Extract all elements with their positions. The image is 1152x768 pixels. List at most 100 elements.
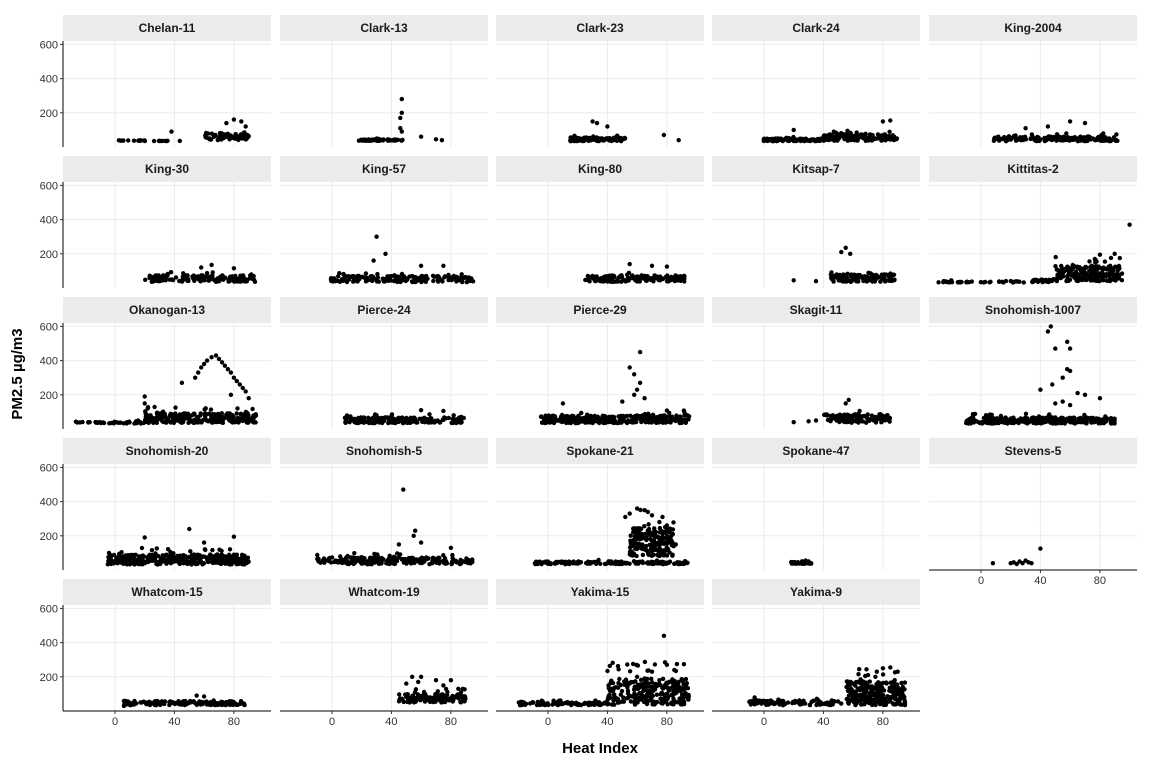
facet-strip-label: Kittitas-2 bbox=[1007, 162, 1059, 176]
scatter-point bbox=[448, 545, 454, 550]
scatter-point bbox=[675, 275, 680, 281]
scatter-point bbox=[869, 134, 874, 139]
scatter-point bbox=[235, 406, 240, 411]
scatter-point bbox=[603, 418, 608, 423]
scatter-point bbox=[202, 407, 207, 412]
scatter-point bbox=[991, 138, 997, 143]
scatter-point bbox=[828, 417, 834, 422]
scatter-point bbox=[144, 419, 149, 424]
scatter-point bbox=[418, 674, 424, 679]
scatter-point bbox=[1078, 134, 1083, 139]
scatter-point bbox=[956, 280, 962, 285]
scatter-point bbox=[945, 279, 951, 285]
scatter-point bbox=[1127, 222, 1132, 227]
scatter-point bbox=[657, 552, 663, 557]
scatter-point bbox=[842, 415, 847, 420]
scatter-point bbox=[591, 414, 596, 420]
facet-panel: Stevens-50 40 80 bbox=[929, 438, 1137, 587]
scatter-point bbox=[863, 274, 868, 280]
x-tick-label: 80 bbox=[445, 716, 457, 728]
scatter-point bbox=[606, 414, 612, 420]
scatter-point bbox=[667, 686, 672, 691]
facet-strip-label: Snohomish-20 bbox=[126, 444, 209, 458]
scatter-point bbox=[199, 265, 204, 270]
scatter-point bbox=[219, 561, 224, 567]
scatter-point bbox=[396, 555, 402, 560]
scatter-point bbox=[682, 279, 687, 284]
facet-strip bbox=[280, 15, 488, 41]
scatter-point bbox=[657, 678, 662, 683]
scatter-point bbox=[422, 699, 428, 704]
scatter-point bbox=[664, 279, 670, 284]
scatter-point bbox=[173, 411, 178, 416]
scatter-point bbox=[462, 687, 467, 692]
scatter-point bbox=[568, 138, 573, 143]
scatter-point bbox=[996, 279, 1002, 284]
scatter-point bbox=[368, 555, 373, 560]
scatter-point bbox=[548, 420, 553, 425]
scatter-point bbox=[348, 555, 353, 560]
scatter-point bbox=[1117, 255, 1123, 261]
scatter-point bbox=[1084, 265, 1089, 270]
scatter-point bbox=[404, 694, 409, 699]
scatter-point bbox=[619, 274, 625, 280]
scatter-point bbox=[432, 556, 437, 561]
scatter-point bbox=[212, 702, 217, 708]
scatter-point bbox=[101, 420, 107, 426]
scatter-point bbox=[391, 561, 397, 566]
scatter-point bbox=[646, 522, 651, 527]
scatter-point bbox=[1060, 399, 1065, 404]
scatter-point bbox=[637, 380, 643, 385]
scatter-point bbox=[839, 701, 844, 706]
scatter-point bbox=[870, 272, 876, 278]
scatter-point bbox=[806, 559, 811, 564]
scatter-point bbox=[1097, 252, 1103, 257]
scatter-point bbox=[1060, 266, 1065, 271]
scatter-point bbox=[831, 129, 836, 134]
scatter-point bbox=[431, 278, 436, 284]
scatter-point bbox=[1054, 267, 1060, 272]
scatter-point bbox=[1015, 279, 1020, 284]
scatter-point bbox=[1076, 419, 1082, 425]
facet-strip-label: Clark-24 bbox=[792, 21, 840, 35]
scatter-point bbox=[469, 276, 474, 281]
scatter-point bbox=[397, 416, 402, 422]
scatter-point bbox=[351, 555, 356, 560]
scatter-point bbox=[154, 420, 159, 425]
scatter-point bbox=[222, 363, 228, 368]
scatter-point bbox=[147, 702, 153, 708]
facet-strip-label: King-30 bbox=[145, 162, 189, 176]
scatter-point bbox=[1060, 375, 1065, 380]
scatter-point bbox=[414, 697, 419, 703]
scatter-point bbox=[636, 544, 641, 549]
scatter-point bbox=[413, 528, 418, 533]
scatter-point bbox=[637, 349, 643, 355]
scatter-point bbox=[1067, 346, 1073, 351]
scatter-point bbox=[399, 110, 404, 116]
scatter-point bbox=[1082, 392, 1088, 397]
scatter-point bbox=[622, 679, 627, 684]
scatter-point bbox=[193, 556, 198, 561]
scatter-point bbox=[579, 410, 584, 416]
scatter-point bbox=[829, 132, 834, 138]
facet-strip-label: Clark-13 bbox=[360, 21, 408, 35]
scatter-point bbox=[1038, 546, 1043, 551]
scatter-point bbox=[206, 275, 211, 280]
scatter-point bbox=[1111, 417, 1116, 423]
scatter-point bbox=[631, 699, 637, 705]
scatter-point bbox=[143, 277, 148, 282]
scatter-point bbox=[227, 557, 232, 562]
scatter-point bbox=[850, 418, 856, 423]
scatter-point bbox=[379, 555, 384, 561]
scatter-point bbox=[242, 562, 247, 567]
scatter-point bbox=[1119, 278, 1125, 283]
scatter-point bbox=[396, 542, 402, 547]
facet-strip-label: Snohomish-1007 bbox=[985, 303, 1081, 317]
scatter-point bbox=[352, 560, 358, 565]
scatter-point bbox=[666, 419, 671, 424]
scatter-point bbox=[227, 137, 232, 142]
scatter-point bbox=[530, 700, 535, 705]
facet-strip-label: Kitsap-7 bbox=[792, 162, 840, 176]
scatter-point bbox=[400, 420, 406, 426]
